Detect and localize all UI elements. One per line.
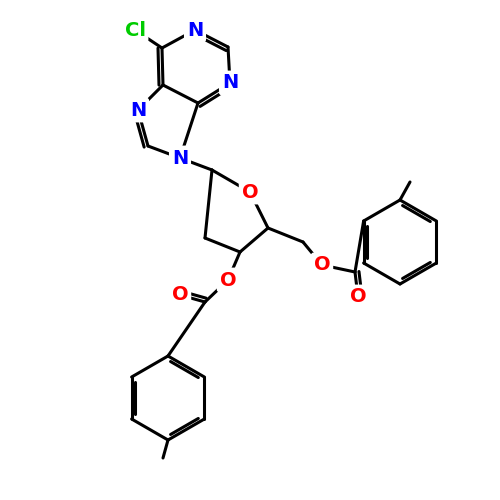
Text: O: O	[220, 270, 236, 289]
Text: N: N	[187, 20, 203, 40]
Text: N: N	[172, 148, 188, 168]
Text: O: O	[314, 256, 330, 274]
Text: N: N	[130, 100, 146, 119]
Text: Cl: Cl	[124, 20, 146, 40]
Text: O: O	[172, 286, 188, 304]
Text: N: N	[222, 74, 238, 92]
Text: O: O	[242, 182, 258, 202]
Text: O: O	[350, 288, 366, 306]
